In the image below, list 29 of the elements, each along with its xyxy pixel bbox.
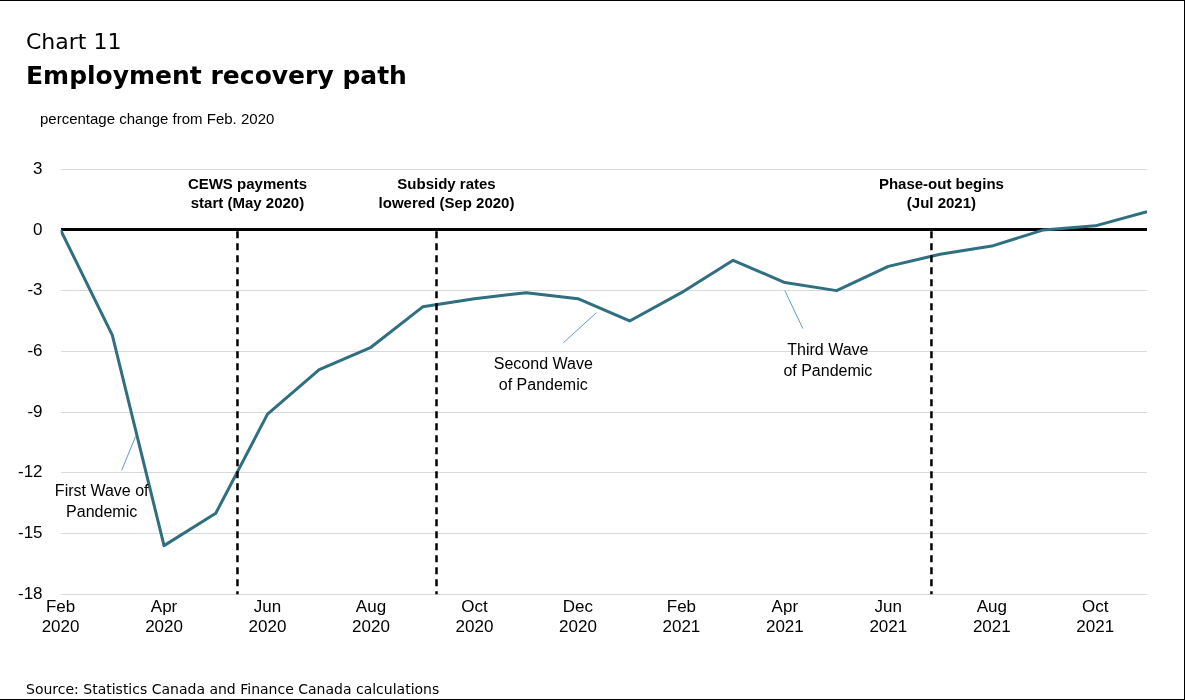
ref-line-label: Phase-out begins (Jul 2021) (878, 175, 1004, 212)
y-tick-label: -12 (17, 462, 43, 482)
chart-title: Employment recovery path (26, 61, 407, 90)
x-tick-label: Feb 2021 (662, 597, 701, 637)
y-axis-title: percentage change from Feb. 2020 (40, 110, 275, 127)
x-tick-label: Apr 2021 (765, 597, 804, 637)
annotation: Third Wave of Pandemic (783, 340, 873, 379)
y-tick-label: -6 (27, 341, 43, 361)
annotation: Second Wave of Pandemic (493, 354, 593, 393)
y-tick-label: -9 (27, 401, 43, 421)
ref-line-label: CEWS payments start (May 2020) (187, 175, 308, 212)
x-tick-label: Feb 2020 (41, 597, 80, 637)
x-tick-label: Jun 2021 (869, 597, 908, 637)
y-tick-label: 0 (33, 219, 43, 239)
annotation: First Wave of Pandemic (54, 482, 150, 521)
y-tick-label: -18 (17, 583, 43, 603)
x-tick-label: Dec 2020 (559, 597, 597, 637)
x-tick-label: Oct 2020 (455, 597, 494, 637)
x-tick-label: Jun 2020 (248, 597, 287, 637)
x-tick-label: Oct 2021 (1076, 597, 1115, 637)
y-tick-label: -3 (27, 280, 43, 300)
x-tick-label: Aug 2021 (972, 597, 1011, 637)
ref-line-label: Subsidy rates lowered (Sep 2020) (378, 175, 515, 212)
x-tick-label: Apr 2020 (145, 597, 183, 637)
y-tick-label: 3 (33, 158, 43, 178)
source-note: Source: Statistics Canada and Finance Canada calculations (26, 681, 440, 697)
x-tick-label: Aug 2020 (352, 597, 390, 637)
y-tick-label: -15 (17, 523, 43, 543)
chart-subtitle: Chart 11 (26, 29, 122, 54)
